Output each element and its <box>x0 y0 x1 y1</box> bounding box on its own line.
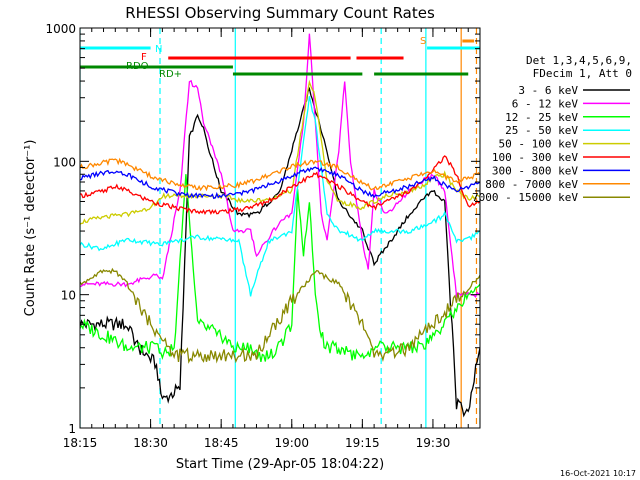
series-line-7 <box>80 157 480 192</box>
flag-label-3: RD+ <box>159 69 182 80</box>
x-axis-label: Start Time (29-Apr-05 18:04:22) <box>176 457 384 472</box>
x-tick-label-3: 19:00 <box>274 436 309 450</box>
x-tick-label-0: 18:15 <box>63 436 98 450</box>
y-tick-label-1: 10 <box>61 289 76 303</box>
series-line-5 <box>80 155 480 216</box>
flag-label-0: N <box>155 44 162 55</box>
legend-header-line-1: Det 1,3,4,5,6,9, <box>526 54 632 67</box>
legend-entry-label-8: 7000 - 15000 keV <box>472 191 578 204</box>
x-tick-label-4: 19:15 <box>345 436 380 450</box>
legend-entry-label-3: 25 - 50 keV <box>505 124 578 137</box>
legend-entry-label-4: 50 - 100 keV <box>499 138 579 151</box>
legend-entry-label-7: 800 - 7000 keV <box>485 178 578 191</box>
chart-title: RHESSI Observing Summary Count Rates <box>125 4 435 22</box>
series-line-0 <box>80 86 480 418</box>
x-tick-label-2: 18:45 <box>204 436 239 450</box>
series-line-3 <box>80 96 480 297</box>
flag-label-4: S <box>420 36 426 47</box>
flag-label-2: RDO <box>126 61 149 72</box>
legend-header-line-2: FDecim 1, Att 0 <box>533 67 632 80</box>
legend: Det 1,3,4,5,6,9, FDecim 1, Att 0 3 - 6 k… <box>472 54 632 204</box>
legend-entry-label-5: 100 - 300 keV <box>492 151 578 164</box>
y-axis-label: Count Rate (s⁻¹ detector⁻¹) <box>23 140 38 317</box>
legend-entry-label-6: 300 - 800 keV <box>492 164 578 177</box>
y-tick-label-2: 100 <box>53 155 76 169</box>
footer-timestamp: 16-Oct-2021 10:17 <box>560 469 636 478</box>
flag-label-1: F <box>141 52 147 63</box>
y-tick-label-3: 1000 <box>45 22 76 36</box>
legend-entry-label-2: 12 - 25 keV <box>505 111 578 124</box>
legend-entry-label-1: 6 - 12 keV <box>512 97 579 110</box>
y-tick-label-0: 1 <box>68 422 76 436</box>
x-tick-label-1: 18:30 <box>133 436 168 450</box>
legend-entry-label-0: 3 - 6 keV <box>518 84 578 97</box>
series-line-6 <box>80 166 480 200</box>
x-tick-label-5: 19:30 <box>416 436 451 450</box>
series-line-8 <box>80 267 480 364</box>
series-line-4 <box>80 79 480 225</box>
plot-inner <box>80 28 480 428</box>
axes: 1 10 100 1000 18:15 18:30 18:45 19:00 19:15 19:30 <box>45 22 480 450</box>
